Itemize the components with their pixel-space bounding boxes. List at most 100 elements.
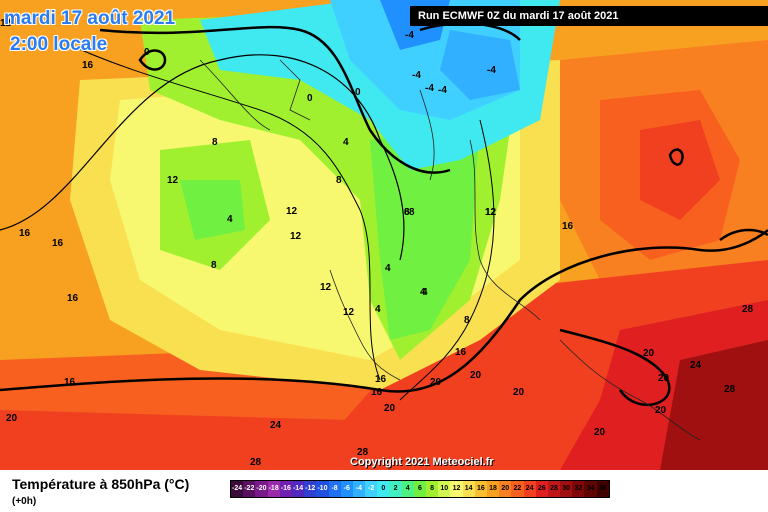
isotherm-value-label: 4	[385, 263, 391, 274]
scale-swatch: -24	[231, 481, 244, 497]
scale-label: -20	[256, 485, 267, 492]
color-scale: -24 -22 -20 -18 -16 -14 -12 -10 -8 -6 -4 -2 0 2 4 6 8 10 1…	[230, 480, 610, 498]
isotherm-value-label: 12	[286, 206, 298, 217]
scale-swatch: 24	[523, 481, 536, 497]
scale-swatch: 22	[511, 481, 524, 497]
run-info-banner: Run ECMWF 0Z du mardi 17 août 2021	[410, 6, 768, 26]
isotherm-value-label: 4	[227, 214, 233, 225]
scale-swatch: -12	[304, 481, 317, 497]
scale-swatch: -10	[316, 481, 329, 497]
copyright-notice: Copyright 2021 Meteociel.fr	[350, 456, 494, 468]
isotherm-value-label: 4	[422, 287, 428, 298]
scale-swatch: 10	[438, 481, 451, 497]
scale-swatch: 2	[389, 481, 402, 497]
isotherm-value-label: 16	[82, 60, 94, 71]
scale-label: -12	[305, 485, 316, 492]
scale-swatch: 14	[462, 481, 475, 497]
scale-swatch: 8	[426, 481, 439, 497]
isotherm-value-label: 4	[375, 304, 381, 315]
scale-label: -14	[292, 485, 304, 492]
scale-label: 12	[452, 485, 461, 492]
scale-label: 16	[476, 485, 485, 492]
isotherm-value-label: 20	[594, 427, 606, 438]
scale-swatch: -22	[243, 481, 256, 497]
isotherm-value-label: 16	[375, 374, 387, 385]
scale-label: -4	[355, 485, 363, 492]
isotherm-value-label: 16	[371, 387, 383, 398]
isotherm-value-label: 16	[67, 293, 79, 304]
isotherm-value-label: 6	[404, 207, 410, 218]
isotherm-value-label: 28	[724, 384, 736, 395]
scale-swatch: 0	[377, 481, 390, 497]
scale-label: 30	[562, 485, 571, 492]
scale-label: 22	[513, 485, 522, 492]
scale-label: 34	[586, 485, 595, 492]
isotherm-value-label: 16	[64, 377, 76, 388]
isotherm-value-label: 0	[307, 93, 313, 104]
isotherm-value-label: 20	[513, 387, 525, 398]
scale-swatch: 30	[560, 481, 573, 497]
corner-value-label: 12	[0, 18, 12, 29]
scale-label: 4	[405, 485, 410, 492]
isotherm-zero	[99, 25, 451, 174]
scale-label: -22	[244, 485, 255, 492]
scale-swatch: 32	[572, 481, 585, 497]
isotherm-value-label: 28	[357, 447, 369, 458]
scale-swatch: 6	[413, 481, 426, 497]
legend-bar: Température à 850hPa (°C) (+0h) -24 -22 -2…	[0, 470, 768, 512]
isotherm-value-label: 12	[290, 231, 302, 242]
scale-swatch: -20	[255, 481, 268, 497]
scale-swatch: 16	[474, 481, 487, 497]
scale-label: 6	[417, 485, 422, 492]
legend-subtitle: (+0h)	[12, 496, 37, 507]
isotherm-value-label: 8	[212, 137, 218, 148]
isotherm-value-label: 24	[270, 420, 282, 431]
isotherm-twenty	[0, 229, 768, 393]
scale-label: 14	[464, 485, 473, 492]
isotherm-value-label: 16	[19, 228, 31, 239]
isotherm-value-label: 20	[470, 370, 482, 381]
isotherm-value-label: 20	[655, 405, 667, 416]
isotherm-value-label: 0	[355, 87, 361, 98]
scale-swatch: -4	[352, 481, 366, 497]
scale-label: 36	[598, 485, 607, 492]
scale-swatch: 26	[535, 481, 548, 497]
scale-swatch: -16	[279, 481, 292, 497]
scale-swatch: 12	[450, 481, 463, 497]
scale-swatch: -8	[328, 481, 341, 497]
scale-label: 0	[381, 485, 386, 492]
scale-swatch: -14	[291, 481, 305, 497]
map-canvas: 0 16 0 0 -4 -4 -4 -4 -4 8 4 12 8 4 12 12 16 16 8 4 12 8 12 16 4 4…	[0, 0, 768, 470]
scale-label: -10	[317, 485, 328, 492]
isotherm-value-label: 16	[562, 221, 574, 232]
isotherm-value-label: 8	[211, 260, 217, 271]
isotherm-value-label: 0	[144, 47, 150, 58]
scale-label: 28	[550, 485, 558, 492]
temperature-map: 0 16 0 0 -4 -4 -4 -4 -4 8 4 12 8 4 12 12 16 16 8 4 12 8 12 16 4 4…	[0, 0, 768, 470]
scale-swatch: 18	[486, 481, 500, 497]
isotherm-value-label: 8	[409, 207, 415, 218]
isotherm-south	[559, 328, 671, 407]
isotherm-value-label: 20	[6, 413, 18, 424]
isotherm-value-label: 12	[485, 207, 497, 218]
isotherm-value-label: 4	[420, 287, 426, 298]
scale-label: 8	[430, 485, 435, 492]
isotherm-value-label: 16	[52, 238, 64, 249]
isotherm-labels: 0 16 0 0 -4 -4 -4 -4 -4 8 4 12 8 4 12 12 16 16 8 4 12 8 12 16 4 4…	[0, 18, 754, 468]
zone-green-deep	[370, 120, 480, 340]
isotherm-value-label: 20	[430, 377, 442, 388]
scale-swatch: 28	[547, 481, 561, 497]
isotherm-value-label: 12	[167, 175, 179, 186]
isotherm-value-label: 28	[250, 457, 262, 468]
scale-swatch: -2	[365, 481, 378, 497]
scale-swatch: -6	[340, 481, 353, 497]
isotherm-value-label: -4	[487, 65, 496, 76]
coastline-2	[279, 59, 701, 441]
isotherm-line-2	[59, 39, 381, 381]
scale-label: 10	[440, 485, 449, 492]
isotherm-value-label: 16	[455, 347, 467, 358]
isotherm-east-edge	[719, 228, 768, 242]
scale-label: 24	[525, 485, 534, 492]
isotherm-value-label: 8	[464, 315, 470, 326]
coastline	[199, 59, 541, 381]
